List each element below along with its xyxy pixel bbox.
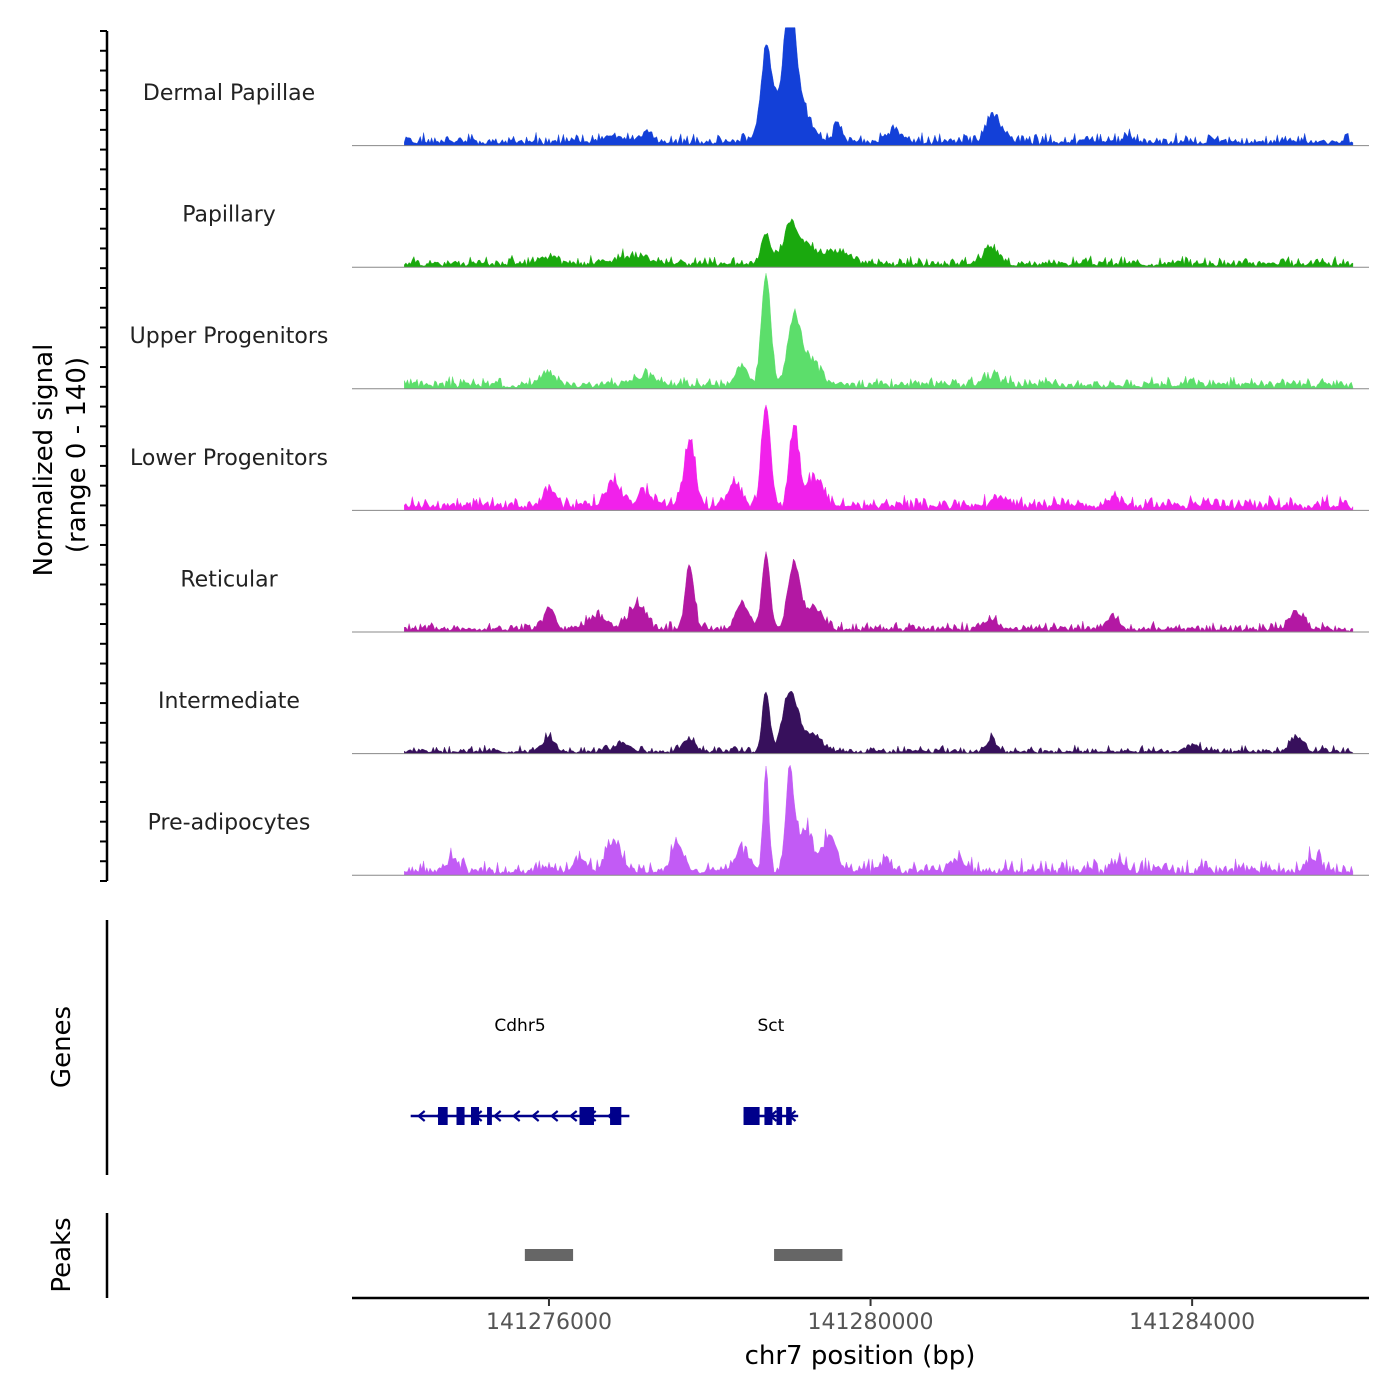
gene-label: Cdhr5	[494, 1016, 545, 1036]
track-label: Reticular	[180, 567, 278, 592]
coverage-series-dermal-papillae	[404, 27, 1354, 146]
genes-track: Cdhr5 Sct	[410, 1016, 799, 1125]
gene-exon	[610, 1107, 622, 1125]
track-label: Dermal Papillae	[143, 81, 315, 106]
track-labels: Dermal Papillae Papillary Upper Progenitor…	[130, 81, 329, 836]
strand-arrow	[416, 1110, 426, 1122]
gene-exon	[438, 1107, 448, 1125]
peak-region	[774, 1249, 843, 1261]
peaks-track-label: Peaks	[47, 1217, 77, 1292]
x-tick-label: 141280000	[808, 1310, 934, 1335]
coverage-series-intermediate	[404, 691, 1354, 754]
coverage-series-reticular	[404, 551, 1354, 633]
coverage-series-upper-progenitors	[404, 273, 1354, 389]
gene-exon	[743, 1107, 760, 1125]
peak-region	[524, 1249, 574, 1261]
x-axis-label: chr7 position (bp)	[745, 1341, 976, 1371]
y-axis-label-line1: Normalized signal	[29, 344, 59, 577]
gene-exon	[786, 1107, 792, 1125]
signal-axis-ticks	[100, 30, 107, 882]
strand-arrow	[549, 1110, 559, 1122]
coverage-series-pre-adipocytes	[404, 764, 1354, 876]
strand-arrow	[511, 1110, 521, 1122]
coverage-tracks	[352, 27, 1369, 876]
coverage-series-papillary	[404, 218, 1354, 268]
track-label: Pre-adipocytes	[148, 811, 311, 836]
x-tick-label: 141284000	[1129, 1310, 1255, 1335]
coverage-series-lower-progenitors	[404, 404, 1354, 511]
genes-track-label: Genes	[47, 1006, 77, 1088]
gene-exon	[579, 1107, 594, 1125]
strand-arrow	[568, 1110, 578, 1122]
x-tick-label: 141276000	[486, 1310, 612, 1335]
gene-label: Sct	[757, 1016, 784, 1036]
strand-arrow	[530, 1110, 540, 1122]
track-label: Lower Progenitors	[130, 446, 328, 471]
strand-arrow	[492, 1110, 502, 1122]
gene-exon	[487, 1107, 492, 1125]
peaks-track	[524, 1249, 843, 1261]
track-label: Intermediate	[158, 689, 300, 714]
y-axis-label-line2: (range 0 - 140)	[62, 357, 92, 553]
gene-exon	[764, 1107, 773, 1125]
gene-exon	[456, 1107, 465, 1125]
x-axis-ticks: 141276000 141280000 141284000	[486, 1298, 1255, 1335]
track-label: Upper Progenitors	[130, 324, 329, 349]
gene-exon	[776, 1107, 783, 1125]
track-label: Papillary	[182, 203, 276, 228]
gene-exon	[470, 1107, 480, 1125]
